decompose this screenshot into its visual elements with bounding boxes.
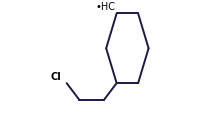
Text: Cl: Cl xyxy=(50,72,61,82)
Text: •HC: •HC xyxy=(96,2,116,12)
